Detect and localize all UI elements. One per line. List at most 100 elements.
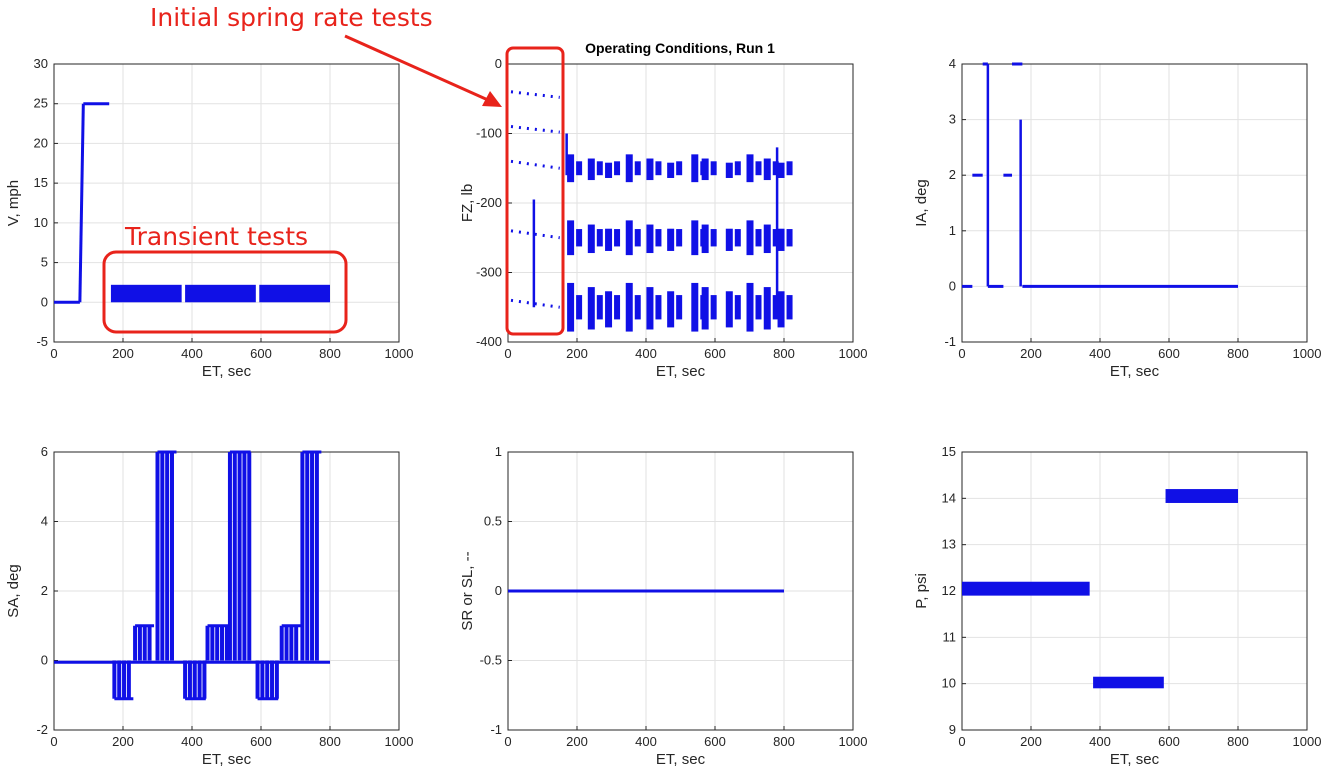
y-axis-label: FZ, lb	[459, 184, 476, 222]
data-cluster	[614, 229, 621, 247]
y-axis-label: SA, deg	[5, 564, 22, 617]
y-tick-label: 9	[949, 722, 956, 737]
data-cluster	[701, 158, 709, 181]
y-tick-label: 1	[495, 444, 502, 459]
subplot-5: 0 200 400 600 800 1000 -1 -0.5 0 0.5 1 ET, sec SR or…	[459, 444, 867, 768]
x-tick-label: 400	[181, 346, 203, 361]
data-segment	[78, 103, 85, 303]
data-cluster	[755, 295, 762, 320]
y-tick-label: -100	[476, 126, 502, 141]
y-tick-label: 6	[41, 444, 48, 459]
annotation-arrow-shaft	[344, 34, 489, 102]
data-cluster	[576, 229, 583, 247]
x-tick-label: 1000	[385, 734, 414, 749]
data-cluster	[786, 161, 793, 176]
x-tick-label: 400	[635, 734, 657, 749]
y-axis-label: P, psi	[913, 573, 930, 609]
data-cluster	[710, 229, 717, 247]
y-tick-label: 3	[949, 112, 956, 127]
data-cluster	[596, 161, 603, 176]
data-cluster	[567, 220, 575, 256]
y-tick-label: 1	[949, 223, 956, 238]
data-cluster	[734, 161, 741, 176]
data-cluster	[725, 162, 733, 178]
x-tick-label: 0	[958, 734, 965, 749]
x-axis-label: ET, sec	[1110, 363, 1160, 380]
x-tick-label: 200	[1020, 734, 1042, 749]
y-tick-label: -200	[476, 195, 502, 210]
spring-rate-box	[505, 46, 565, 336]
x-tick-label: 600	[704, 346, 726, 361]
x-tick-label: 800	[1227, 734, 1249, 749]
data-cluster	[746, 282, 754, 332]
data-band	[110, 284, 182, 303]
data-cluster	[763, 224, 771, 254]
data-cluster	[701, 287, 709, 330]
data-cluster	[691, 220, 699, 256]
data-cluster	[676, 161, 683, 176]
x-axis-label: ET, sec	[202, 363, 252, 380]
data-cluster	[691, 282, 699, 332]
x-tick-label: 0	[504, 346, 511, 361]
data-cluster	[734, 229, 741, 247]
x-tick-label: 600	[250, 734, 272, 749]
x-tick-label: 800	[1227, 346, 1249, 361]
y-tick-label: 15	[942, 444, 956, 459]
data-band	[962, 581, 1090, 596]
data-cluster	[605, 162, 613, 178]
data-cluster	[710, 161, 717, 176]
y-tick-label: -1	[490, 722, 502, 737]
data-cluster	[777, 291, 785, 328]
y-axis-label: V, mph	[5, 180, 22, 226]
data-cluster	[755, 229, 762, 247]
x-tick-label: 400	[635, 346, 657, 361]
x-tick-label: 800	[773, 734, 795, 749]
data-cluster	[625, 220, 633, 256]
transient-box	[102, 250, 348, 334]
data-cluster	[777, 228, 785, 251]
y-tick-label: 10	[34, 215, 48, 230]
x-tick-label: 1000	[1293, 734, 1322, 749]
plot-frame	[961, 63, 1308, 343]
data-cluster	[691, 154, 699, 183]
y-tick-label: 13	[942, 537, 956, 552]
data-dotted-run	[510, 125, 560, 134]
y-tick-label: 12	[942, 583, 956, 598]
y-tick-label: 0	[495, 583, 502, 598]
x-tick-label: 200	[1020, 346, 1042, 361]
x-tick-label: 400	[1089, 734, 1111, 749]
data-dotted-run	[510, 90, 560, 99]
data-cluster	[587, 224, 595, 254]
x-tick-label: 200	[566, 734, 588, 749]
data-cluster	[567, 154, 575, 183]
data-series	[962, 489, 1238, 689]
y-tick-label: -300	[476, 265, 502, 280]
data-series	[54, 102, 330, 304]
data-cluster	[625, 154, 633, 183]
data-cluster	[605, 291, 613, 328]
y-tick-label: 14	[942, 490, 956, 505]
data-series	[510, 90, 793, 332]
x-axis-label: ET, sec	[202, 751, 252, 768]
data-cluster	[746, 220, 754, 256]
plot-frame	[53, 63, 400, 343]
data-cluster	[587, 158, 595, 181]
y-tick-label: -1	[944, 334, 956, 349]
data-cluster	[701, 224, 709, 254]
data-cluster	[772, 161, 779, 176]
annotation-arrowhead	[482, 91, 502, 107]
data-cluster	[567, 282, 575, 332]
data-cluster	[725, 291, 733, 328]
y-tick-label: 25	[34, 96, 48, 111]
y-tick-label: 0	[41, 294, 48, 309]
x-tick-label: 400	[1089, 346, 1111, 361]
y-tick-label: 10	[942, 676, 956, 691]
data-cluster	[667, 162, 675, 178]
data-cluster	[596, 295, 603, 320]
y-tick-label: -400	[476, 334, 502, 349]
y-tick-label: 5	[41, 255, 48, 270]
spring-rate-annotation: Initial spring rate tests	[150, 3, 433, 32]
data-cluster	[655, 295, 662, 320]
x-tick-label: 0	[50, 346, 57, 361]
data-cluster	[634, 229, 641, 247]
